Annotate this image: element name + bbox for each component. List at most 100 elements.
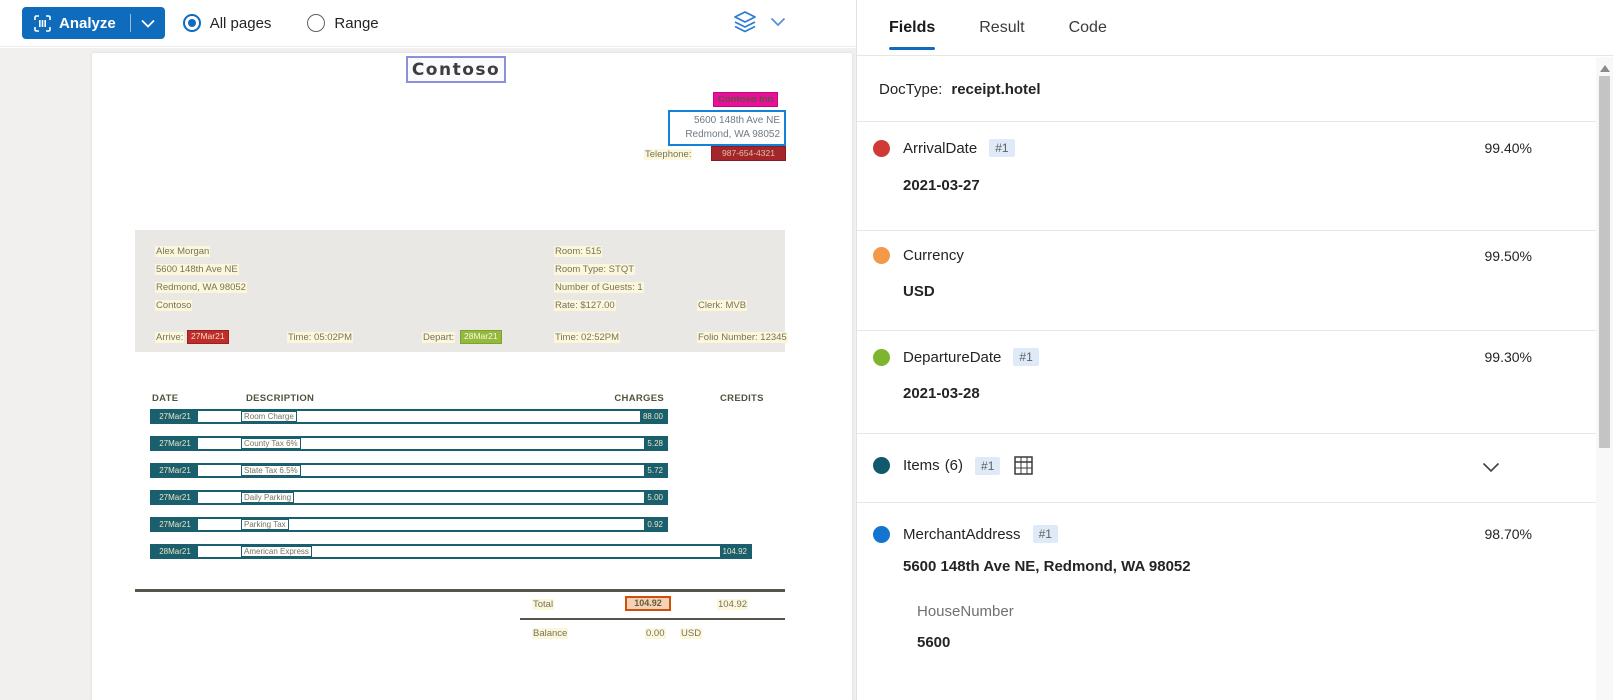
all-pages-label: All pages: [209, 14, 272, 32]
results-tabbar: Fields Result Code: [857, 0, 1613, 56]
departure-date-highlight: 28Mar21: [460, 330, 502, 344]
field-value: 2021-03-27: [903, 177, 980, 194]
total-value: 104.92: [717, 599, 749, 610]
items-expand-chevron-icon[interactable]: [1482, 460, 1500, 478]
viewer-toolbar: Analyze All pages Range: [0, 0, 856, 47]
analyze-button-label: Analyze: [59, 14, 116, 32]
range-radio[interactable]: Range: [307, 14, 379, 32]
field-row-items[interactable]: Items (6) #1: [857, 434, 1596, 503]
row-date-highlight: 27Mar21: [152, 411, 198, 422]
phone-label: Telephone:: [644, 149, 693, 160]
radio-unselected-icon: [307, 14, 326, 32]
row-amount-highlight: 5.72: [644, 465, 666, 476]
field-name: ArrivalDate: [903, 139, 978, 157]
field-row-currency[interactable]: Currency 99.50% USD: [857, 231, 1596, 331]
rate: Rate: $127.00: [554, 300, 616, 311]
balance-currency: USD: [680, 628, 703, 639]
analyze-button[interactable]: Analyze: [22, 7, 165, 39]
tab-code[interactable]: Code: [1069, 0, 1107, 56]
panel-divider: [856, 0, 857, 700]
table-row: 27Mar21 Room Charge 88.00: [150, 409, 668, 424]
layers-control[interactable]: [732, 10, 786, 34]
row-description-highlight: Room Charge: [241, 411, 297, 422]
arrive-label: Arrive:: [155, 332, 185, 343]
field-name: DepartureDate: [903, 348, 1002, 366]
row-amount-highlight: 104.92: [719, 546, 750, 557]
layers-chevron-icon[interactable]: [770, 17, 786, 27]
col-header-description: DESCRIPTION: [246, 393, 315, 404]
number-of-guests: Number of Guests: 1: [554, 282, 644, 293]
all-pages-radio[interactable]: All pages: [182, 14, 272, 32]
grid-table-icon[interactable]: [1014, 456, 1034, 475]
balance-value: 0.00: [645, 628, 666, 639]
occurrence-badge: #1: [975, 456, 1001, 475]
merchant-logo-bounding-box: Contoso: [406, 56, 506, 83]
col-header-date: DATE: [152, 393, 179, 404]
table-row: 27Mar21 State Tax 6.5% 5.72: [150, 463, 668, 478]
radio-selected-icon: [182, 14, 201, 32]
occurrence-badge: #1: [1032, 525, 1058, 543]
subfield-value: 5600: [917, 634, 951, 651]
document-canvas[interactable]: Contoso Contoso Inn 5600 148th Ave NE Re…: [0, 48, 856, 700]
field-color-dot: [873, 247, 890, 264]
total-separator-line: [135, 589, 785, 592]
depart-time: Time: 02:52PM: [554, 332, 621, 343]
merchant-address-bounding-box: 5600 148th Ave NE Redmond, WA 98052: [668, 110, 786, 146]
guest-address2: Redmond, WA 98052: [155, 282, 247, 293]
table-row: 27Mar21 Daily Parking 5.00: [150, 490, 668, 505]
folio-number: Folio Number: 12345: [697, 332, 788, 343]
layers-icon[interactable]: [732, 10, 758, 34]
row-description-highlight: Daily Parking: [241, 492, 295, 503]
field-color-dot: [873, 139, 890, 157]
row-date-highlight: 27Mar21: [152, 438, 198, 449]
analyze-scan-icon: [34, 14, 51, 32]
scroll-up-arrow-icon[interactable]: [1599, 65, 1610, 72]
room-type: Room Type: STQT: [554, 264, 636, 275]
results-panel: Fields Result Code DocType: receipt.hote…: [857, 0, 1613, 700]
range-label: Range: [334, 14, 379, 32]
occurrence-badge: #1: [989, 139, 1015, 157]
field-value: USD: [903, 283, 935, 300]
tab-result[interactable]: Result: [979, 0, 1024, 56]
arrival-date-highlight: 27Mar21: [187, 330, 229, 344]
row-amount-highlight: 5.28: [644, 438, 666, 449]
table-row: 27Mar21 County Tax 6% 5.28: [150, 436, 668, 451]
guest-address1: 5600 148th Ave NE: [155, 264, 239, 275]
row-date-highlight: 27Mar21: [152, 519, 198, 530]
confidence-value: 99.50%: [1484, 247, 1532, 264]
tab-fields[interactable]: Fields: [889, 0, 936, 56]
row-description-highlight: Parking Tax: [241, 519, 289, 530]
tab-fields-label: Fields: [889, 18, 936, 36]
tab-code-label: Code: [1068, 18, 1107, 36]
field-color-dot: [873, 348, 890, 366]
tab-result-label: Result: [979, 18, 1025, 36]
active-tab-underline: [889, 46, 936, 50]
analyze-dropdown-chevron-icon[interactable]: [141, 19, 155, 28]
confidence-value: 99.40%: [1484, 140, 1532, 156]
phone-highlight: 987-654-4321: [711, 146, 786, 161]
balance-label: Balance: [532, 628, 569, 639]
doctype-label: DocType:: [879, 80, 943, 98]
table-row: 27Mar21 Parking Tax 0.92: [150, 517, 668, 532]
doctype-row: DocType: receipt.hotel: [857, 57, 1596, 122]
doctype-value: receipt.hotel: [951, 80, 1041, 98]
scrollbar[interactable]: [1596, 57, 1613, 700]
field-value: 5600 148th Ave NE, Redmond, WA 98052: [903, 558, 1191, 575]
depart-label: Depart:: [422, 332, 456, 343]
col-header-credits: CREDITS: [720, 393, 764, 404]
document-viewer-panel: Analyze All pages Range: [0, 0, 856, 700]
table-row: 28Mar21 American Express 104.92: [150, 544, 752, 559]
row-amount-highlight: 0.92: [644, 519, 666, 530]
page-range-radio-group: All pages Range: [182, 14, 379, 32]
field-row-merchantaddress[interactable]: MerchantAddress #1 98.70% 5600 148th Ave…: [857, 503, 1596, 700]
field-row-departuredate[interactable]: DepartureDate #1 99.30% 2021-03-28: [857, 331, 1596, 434]
row-date-highlight: 28Mar21: [152, 546, 198, 557]
merchant-name-highlight: Contoso Inn: [713, 92, 779, 107]
row-description-highlight: American Express: [241, 546, 312, 557]
merchant-address-line2: Redmond, WA 98052: [685, 129, 780, 140]
confidence-value: 99.30%: [1484, 349, 1532, 365]
guest-company: Contoso: [155, 300, 193, 311]
subfield-name: HouseNumber: [917, 603, 1014, 620]
field-row-arrivaldate[interactable]: ArrivalDate #1 99.40% 2021-03-27: [857, 122, 1596, 231]
scrollbar-thumb[interactable]: [1599, 76, 1610, 448]
